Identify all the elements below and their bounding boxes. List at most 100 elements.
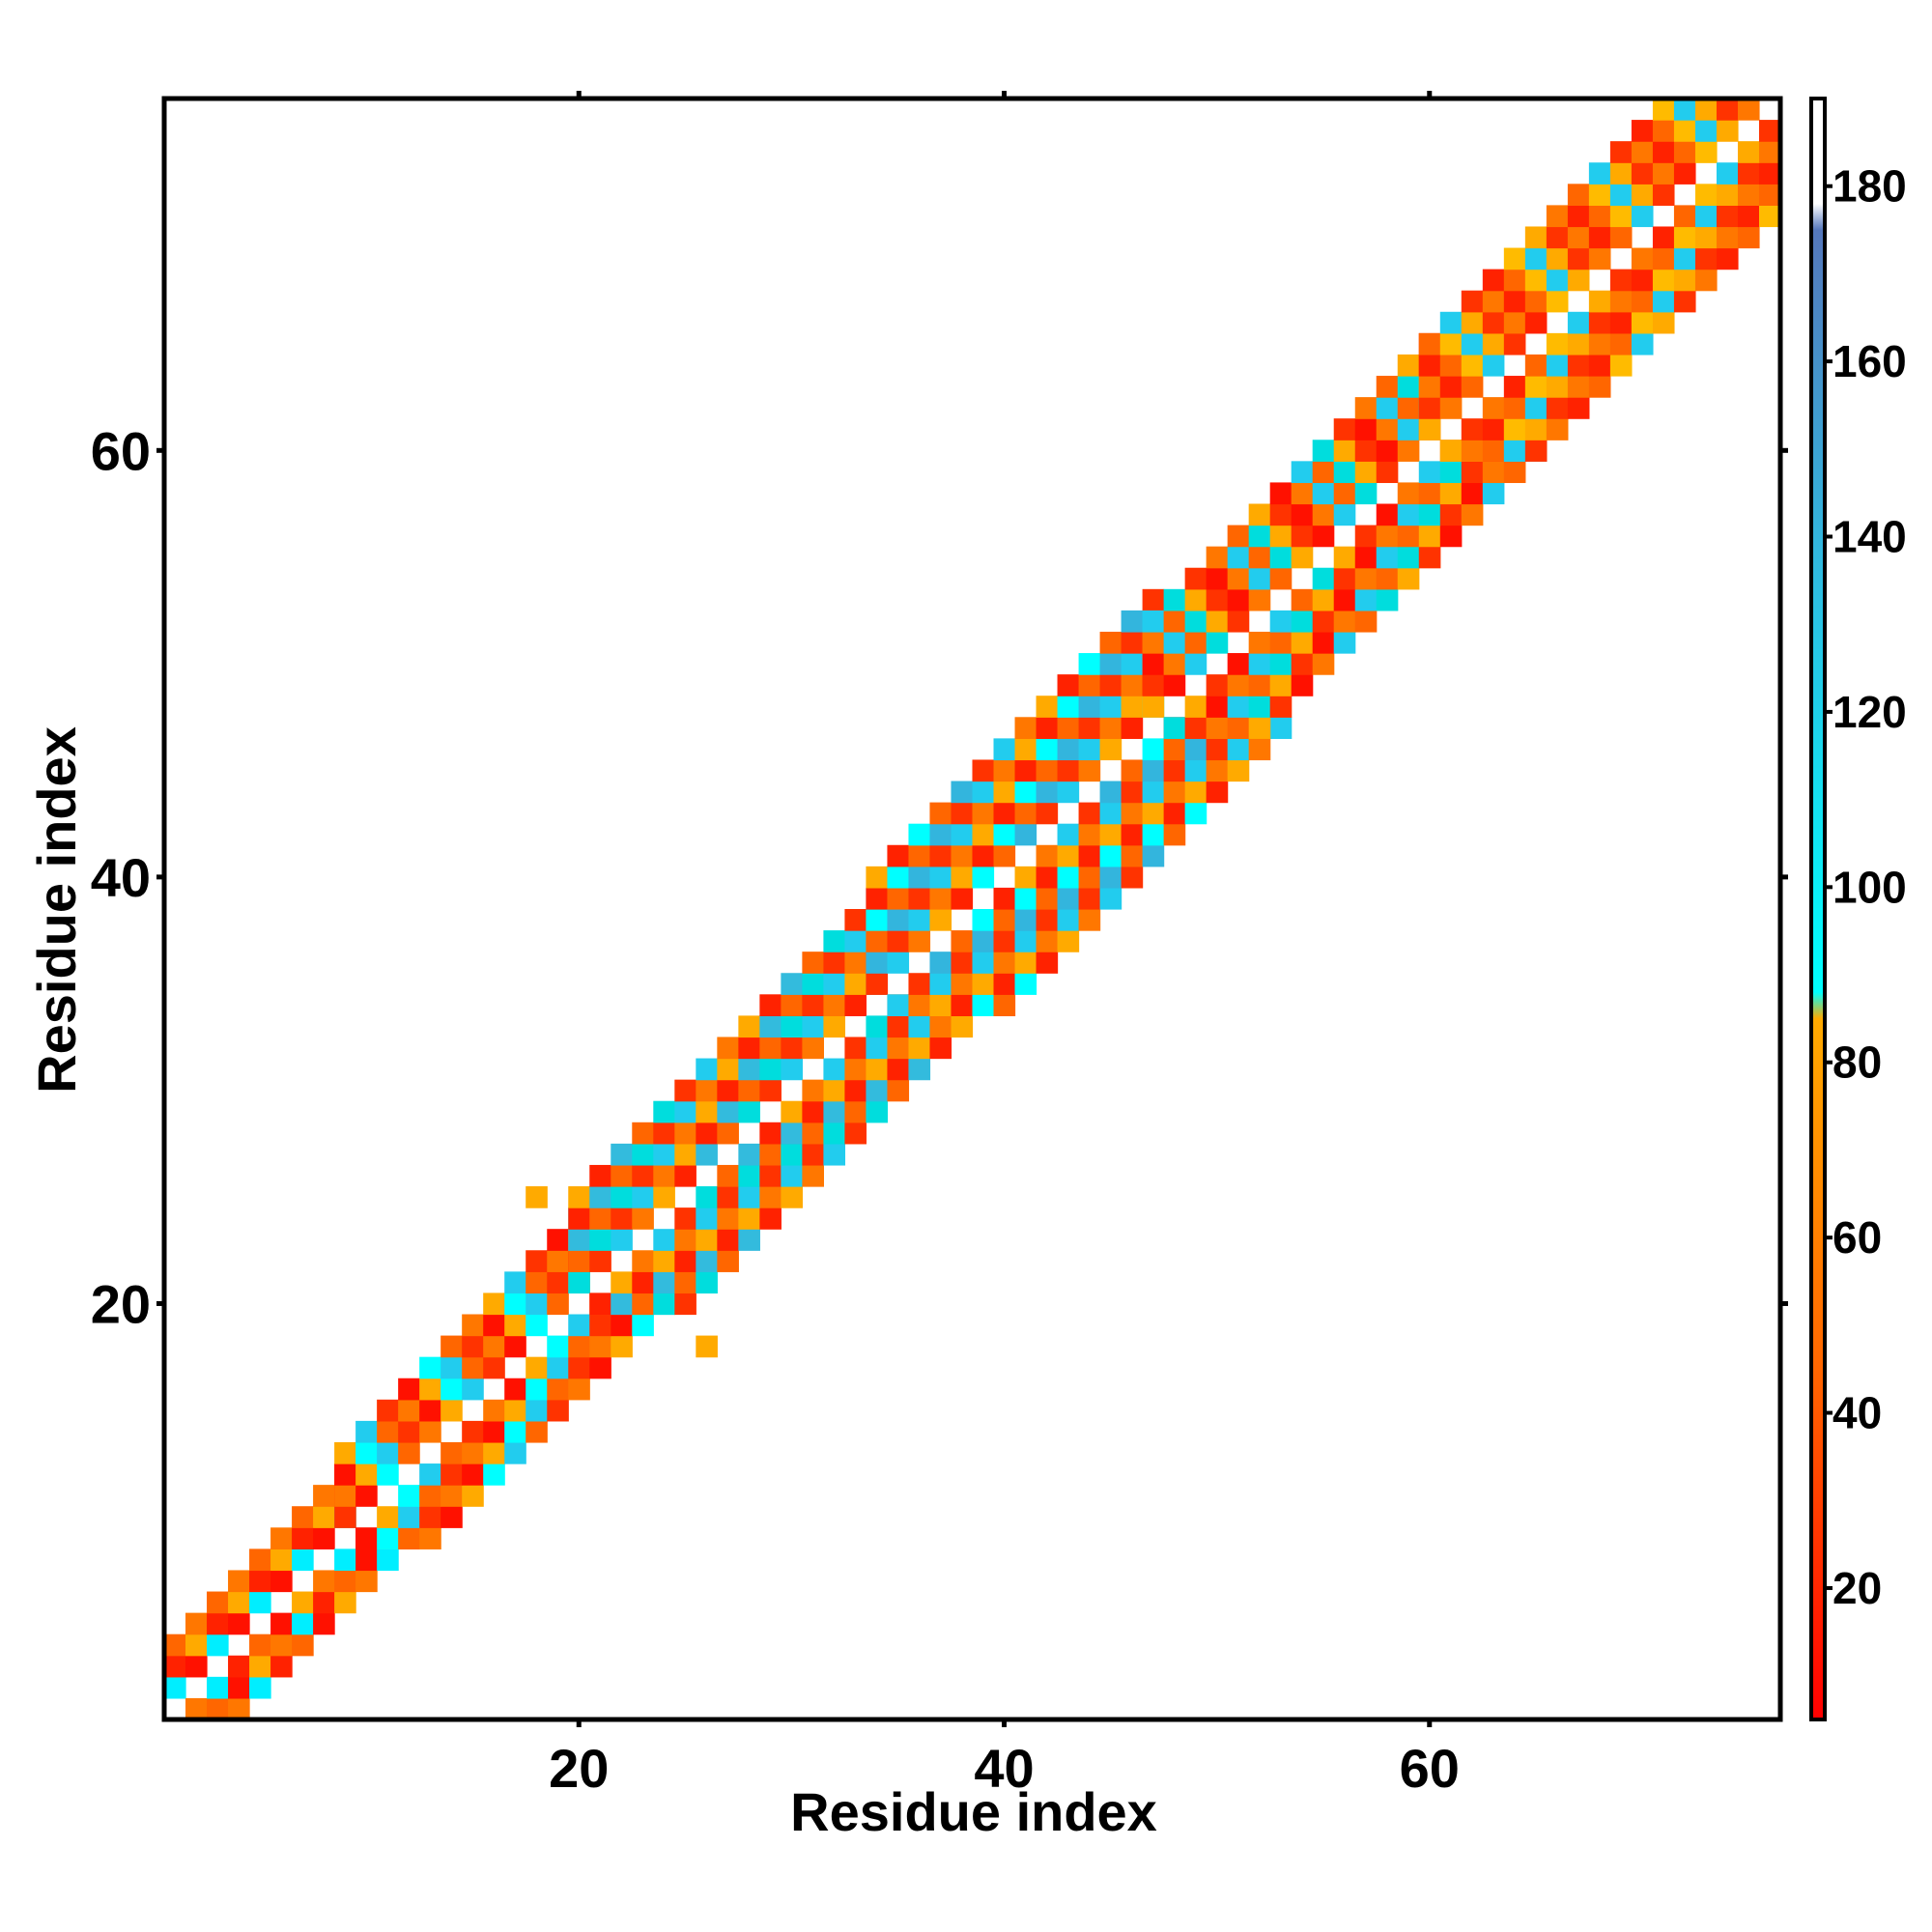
heatmap-cell <box>1588 226 1611 249</box>
y-tick-label: 40 <box>91 847 151 908</box>
heatmap-cell <box>717 1250 739 1272</box>
heatmap-cell <box>1567 354 1590 377</box>
heatmap-cell <box>547 1378 569 1401</box>
heatmap-cell <box>1163 802 1186 825</box>
heatmap-cell <box>228 1570 250 1593</box>
heatmap-cell <box>738 1058 760 1081</box>
heatmap-cell <box>1652 120 1675 142</box>
x-tick-label: 60 <box>1400 1738 1460 1799</box>
heatmap-cell <box>696 1100 718 1123</box>
heatmap-cell <box>1354 567 1378 590</box>
heatmap-cell <box>1737 226 1760 249</box>
heatmap-cell <box>1269 503 1293 526</box>
heatmap-cell <box>462 1420 484 1443</box>
heatmap-cell <box>929 1015 952 1038</box>
heatmap-cell <box>1099 674 1122 696</box>
heatmap-cell <box>1418 397 1441 419</box>
heatmap-cell <box>866 973 889 995</box>
heatmap-cell <box>1354 588 1378 611</box>
heatmap-cell <box>1652 226 1675 249</box>
heatmap-cell <box>1206 738 1229 761</box>
heatmap-cell <box>270 1527 293 1549</box>
heatmap-cell <box>1376 546 1399 569</box>
heatmap-cell <box>887 1037 910 1060</box>
heatmap-cell <box>1036 717 1059 739</box>
heatmap-cell <box>1376 418 1399 440</box>
heatmap-cell <box>1227 696 1250 718</box>
heatmap-cell <box>398 1441 420 1464</box>
heatmap-cell <box>1652 290 1675 313</box>
heatmap-cell <box>887 1079 910 1102</box>
heatmap-cell <box>355 1441 378 1464</box>
heatmap-cell <box>1142 759 1165 782</box>
heatmap-cell <box>1227 610 1250 633</box>
heatmap-cell <box>1631 162 1654 185</box>
heatmap-cell <box>611 1293 633 1316</box>
heatmap-cell <box>866 1058 889 1081</box>
heatmap-cell <box>696 1271 718 1294</box>
heatmap-cell <box>185 1655 208 1678</box>
heatmap-cell <box>653 1186 675 1208</box>
heatmap-cell <box>696 1143 718 1166</box>
heatmap-cell <box>1482 311 1505 334</box>
heatmap-cell <box>1439 503 1463 526</box>
heatmap-cell <box>908 973 931 995</box>
heatmap-cell <box>1227 567 1250 590</box>
heatmap-cell <box>611 1229 633 1251</box>
heatmap-cell <box>1269 674 1293 696</box>
heatmap-cell <box>1673 120 1696 142</box>
heatmap-cell <box>1142 844 1165 867</box>
heatmap-cell <box>1121 610 1144 633</box>
heatmap-cell <box>1588 354 1611 377</box>
heatmap-cell <box>1036 909 1059 931</box>
heatmap-cell <box>249 1676 271 1699</box>
heatmap-cell <box>1099 823 1122 846</box>
heatmap-cell <box>334 1506 356 1528</box>
colorbar-tick-label: 160 <box>1833 336 1907 386</box>
heatmap-cell <box>1142 631 1165 654</box>
heatmap-cell <box>632 1250 654 1272</box>
heatmap-cell <box>1673 269 1696 292</box>
heatmap-cell <box>696 1335 718 1358</box>
heatmap-cell <box>696 1250 718 1272</box>
heatmap-cell <box>1397 503 1420 526</box>
heatmap-cell <box>1524 354 1548 377</box>
heatmap-cell <box>823 1122 846 1145</box>
heatmap-cell <box>738 1015 760 1038</box>
heatmap-cell <box>164 1655 186 1678</box>
heatmap-cell <box>717 1122 739 1145</box>
heatmap-cell <box>1461 354 1484 377</box>
heatmap-cell <box>1206 610 1229 633</box>
heatmap-cell <box>292 1612 314 1635</box>
heatmap-cell <box>653 1143 675 1166</box>
heatmap-cell <box>844 952 867 974</box>
heatmap-cell <box>844 909 867 931</box>
heatmap-cell <box>1609 311 1633 334</box>
heatmap-cell <box>781 1143 803 1166</box>
heatmap-cell <box>1631 269 1654 292</box>
heatmap-cell <box>908 866 931 889</box>
heatmap-cell <box>1248 546 1271 569</box>
heatmap-cell <box>866 952 889 974</box>
heatmap-cell <box>802 1015 824 1038</box>
heatmap-cell <box>1227 546 1250 569</box>
heatmap-cell <box>1206 674 1229 696</box>
colorbar-tick-label: 180 <box>1833 161 1907 212</box>
heatmap-cell <box>717 1208 739 1230</box>
heatmap-cell <box>547 1399 569 1422</box>
heatmap-cell <box>1567 311 1590 334</box>
heatmap-cell <box>1036 844 1059 867</box>
heatmap-cell <box>1524 247 1548 270</box>
heatmap-cell <box>1291 461 1314 484</box>
heatmap-cell <box>1036 759 1059 782</box>
heatmap-cell <box>1588 205 1611 228</box>
heatmap-cell <box>1333 503 1356 526</box>
heatmap-cell <box>1461 440 1484 462</box>
heatmap-cell <box>1546 205 1569 228</box>
heatmap-cell <box>1737 141 1760 163</box>
heatmap-cell <box>589 1164 611 1187</box>
heatmap-cell <box>993 994 1016 1016</box>
heatmap-cell <box>908 994 931 1016</box>
heatmap-cell <box>1333 588 1356 611</box>
x-axis-title: Residue index <box>790 1781 1157 1842</box>
